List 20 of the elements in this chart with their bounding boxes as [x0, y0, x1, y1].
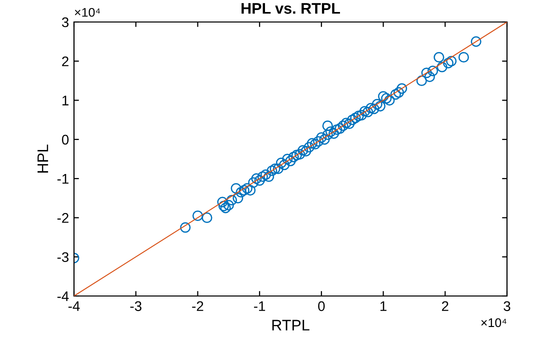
y-tick-label: 0 — [62, 134, 69, 145]
x-tick-label: -1 — [254, 301, 266, 311]
x-tick-label: 0 — [318, 301, 325, 312]
y-tick-label: -2 — [57, 213, 68, 223]
x-tick-label: 3 — [504, 301, 510, 312]
x-tick-label: 1 — [380, 301, 386, 311]
y-tick-label: -1 — [57, 174, 68, 184]
text: ×10⁴ — [481, 318, 506, 328]
x-tick-label: 2 — [442, 301, 448, 311]
x-tick-label: -2 — [192, 301, 204, 311]
text: ×10⁴ — [74, 8, 100, 17]
y-tick-label: -3 — [57, 252, 69, 262]
y-tick-label: -4 — [57, 291, 69, 302]
x-tick-label: -3 — [130, 301, 142, 312]
y-axis-title: HPL — [38, 144, 48, 173]
y-tick-label: 2 — [62, 56, 68, 66]
x-axis-title: RTPL — [272, 320, 310, 330]
y-tick-label: 3 — [62, 17, 69, 28]
chart-title: HPL vs. RTPL — [242, 3, 340, 14]
y-tick-label: 1 — [62, 96, 68, 106]
